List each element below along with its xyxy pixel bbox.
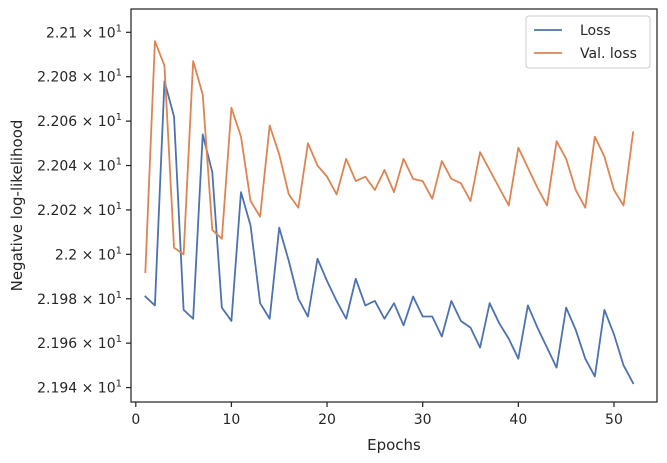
x-tick-label: 0 (131, 412, 140, 428)
y-tick-label: 2.202 × 101 (37, 201, 122, 219)
x-axis-label: Epochs (367, 436, 421, 454)
y-axis-ticks: 2.194 × 101 2.196 × 101 2.198 × 101 2.2 × 1… (37, 23, 131, 397)
x-tick-label: 30 (414, 412, 432, 428)
x-tick-label: 50 (605, 412, 623, 428)
series-layer (144, 40, 635, 385)
x-axis-ticks: 0 10 20 30 40 50 (131, 402, 623, 428)
series-line-val-loss (144, 40, 635, 274)
y-axis-label: Negative log-likelihood (8, 120, 26, 292)
x-tick-label: 40 (509, 412, 527, 428)
legend: Loss Val. loss (525, 15, 651, 69)
legend-label-val-loss: Val. loss (580, 46, 637, 62)
y-tick-label: 2.196 × 101 (37, 334, 122, 352)
plot-area-frame (130, 8, 658, 403)
y-tick-label: 2.198 × 101 (37, 290, 122, 308)
legend-label-loss: Loss (580, 23, 611, 39)
legend-box (525, 15, 651, 69)
y-tick-label: 2.2 × 101 (55, 245, 122, 263)
x-tick-label: 10 (223, 412, 241, 428)
y-tick-label: 2.206 × 101 (37, 112, 122, 130)
y-tick-label: 2.204 × 101 (37, 157, 122, 175)
y-tick-label: 2.194 × 101 (37, 379, 122, 397)
series-line-loss (144, 80, 635, 385)
y-tick-label: 2.21 × 101 (46, 23, 122, 41)
x-tick-label: 20 (318, 412, 336, 428)
y-tick-label: 2.208 × 101 (37, 68, 122, 86)
